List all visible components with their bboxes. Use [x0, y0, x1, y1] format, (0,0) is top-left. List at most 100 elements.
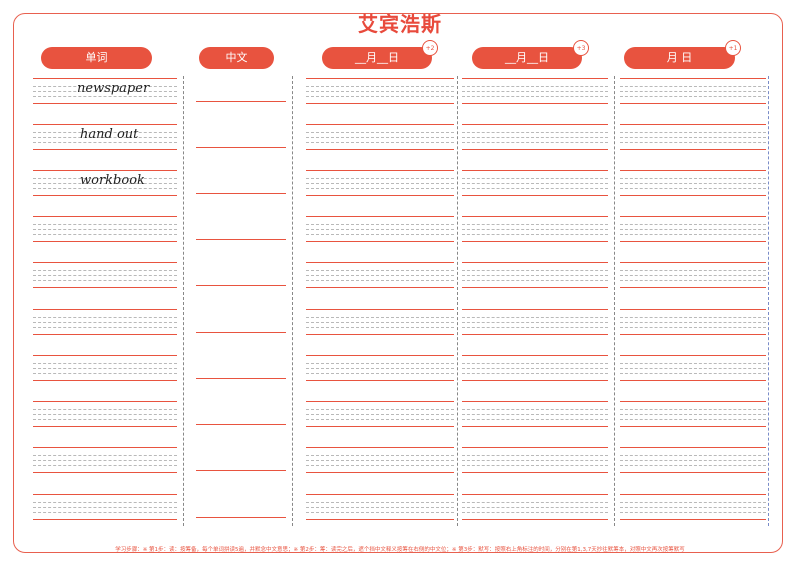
guide-line-dashed [33, 275, 177, 276]
chinese-line[interactable] [196, 378, 286, 379]
guide-line-bottom[interactable] [462, 241, 608, 242]
guide-line-dashed [33, 183, 177, 184]
guide-line-bottom[interactable] [620, 472, 766, 473]
guide-line-top [306, 170, 454, 171]
guide-line-bottom[interactable] [620, 334, 766, 335]
guide-line-dashed [462, 137, 608, 138]
guide-line-top [33, 216, 177, 217]
guide-line-bottom[interactable] [306, 472, 454, 473]
guide-line-bottom[interactable] [306, 149, 454, 150]
guide-line-dashed [462, 317, 608, 318]
vocab-word: workbook [80, 173, 145, 188]
guide-line-top [462, 124, 608, 125]
chinese-line[interactable] [196, 332, 286, 333]
guide-line-dashed [462, 280, 608, 281]
guide-line-dashed [620, 322, 766, 323]
guide-line-top [306, 447, 454, 448]
guide-line-bottom[interactable] [33, 519, 177, 520]
guide-line-bottom[interactable] [620, 287, 766, 288]
guide-line-dashed [33, 455, 177, 456]
guide-line-dashed [620, 460, 766, 461]
guide-line-top [306, 355, 454, 356]
guide-line-dashed [462, 178, 608, 179]
guide-line-bottom[interactable] [33, 241, 177, 242]
guide-line-dashed [462, 507, 608, 508]
guide-line-dashed [620, 419, 766, 420]
guide-line-dashed [306, 280, 454, 281]
vocab-word: hand out [80, 127, 139, 142]
guide-line-dashed [33, 229, 177, 230]
guide-line-top [33, 309, 177, 310]
guide-line-dashed [33, 142, 177, 143]
guide-line-bottom[interactable] [306, 426, 454, 427]
guide-line-dashed [462, 142, 608, 143]
guide-line-bottom[interactable] [462, 426, 608, 427]
guide-line-dashed [462, 409, 608, 410]
guide-line-dashed [462, 460, 608, 461]
guide-line-bottom[interactable] [620, 241, 766, 242]
guide-line-dashed [33, 91, 177, 92]
column-divider [457, 76, 458, 526]
guide-line-bottom[interactable] [306, 241, 454, 242]
guide-line-bottom[interactable] [620, 426, 766, 427]
guide-line-bottom[interactable] [620, 103, 766, 104]
guide-line-bottom[interactable] [306, 195, 454, 196]
guide-line-bottom[interactable] [33, 472, 177, 473]
chinese-line[interactable] [196, 517, 286, 518]
chinese-line[interactable] [196, 470, 286, 471]
guide-line-dashed [462, 502, 608, 503]
guide-line-dashed [306, 327, 454, 328]
guide-line-bottom[interactable] [33, 195, 177, 196]
guide-line-dashed [620, 178, 766, 179]
guide-line-bottom[interactable] [33, 149, 177, 150]
guide-line-dashed [620, 414, 766, 415]
guide-line-dashed [306, 317, 454, 318]
guide-line-dashed [33, 512, 177, 513]
guide-line-dashed [33, 178, 177, 179]
guide-line-dashed [33, 368, 177, 369]
guide-line-dashed [462, 224, 608, 225]
guide-line-bottom[interactable] [33, 380, 177, 381]
chinese-line[interactable] [196, 101, 286, 102]
chinese-line[interactable] [196, 147, 286, 148]
guide-line-bottom[interactable] [462, 380, 608, 381]
instructions-footer: 学习步骤：※ 第1步：读：按筹备，每个单词拼读5遍，并默念中文意思；※ 第2步：… [115, 547, 685, 553]
chinese-line[interactable] [196, 239, 286, 240]
chinese-line[interactable] [196, 285, 286, 286]
guide-line-dashed [620, 275, 766, 276]
guide-line-bottom[interactable] [306, 380, 454, 381]
guide-line-bottom[interactable] [462, 472, 608, 473]
chinese-line[interactable] [196, 193, 286, 194]
guide-line-bottom[interactable] [33, 287, 177, 288]
guide-line-dashed [306, 507, 454, 508]
guide-line-dashed [33, 327, 177, 328]
guide-line-top [620, 170, 766, 171]
chinese-line[interactable] [196, 424, 286, 425]
guide-line-dashed [33, 363, 177, 364]
guide-line-bottom[interactable] [620, 195, 766, 196]
guide-line-bottom[interactable] [33, 103, 177, 104]
guide-line-bottom[interactable] [462, 287, 608, 288]
guide-line-dashed [306, 188, 454, 189]
guide-line-bottom[interactable] [462, 195, 608, 196]
guide-line-dashed [33, 322, 177, 323]
guide-line-bottom[interactable] [462, 103, 608, 104]
guide-line-bottom[interactable] [620, 149, 766, 150]
guide-line-bottom[interactable] [462, 149, 608, 150]
guide-line-bottom[interactable] [306, 103, 454, 104]
guide-line-bottom[interactable] [33, 334, 177, 335]
guide-line-bottom[interactable] [620, 519, 766, 520]
guide-line-bottom[interactable] [33, 426, 177, 427]
guide-line-bottom[interactable] [306, 287, 454, 288]
guide-line-dashed [462, 419, 608, 420]
guide-line-dashed [620, 188, 766, 189]
column-divider [768, 76, 769, 526]
guide-line-bottom[interactable] [620, 380, 766, 381]
guide-line-bottom[interactable] [306, 519, 454, 520]
guide-line-bottom[interactable] [462, 519, 608, 520]
guide-line-dashed [620, 270, 766, 271]
guide-line-dashed [33, 409, 177, 410]
guide-line-bottom[interactable] [462, 334, 608, 335]
guide-line-bottom[interactable] [306, 334, 454, 335]
guide-line-top [462, 309, 608, 310]
